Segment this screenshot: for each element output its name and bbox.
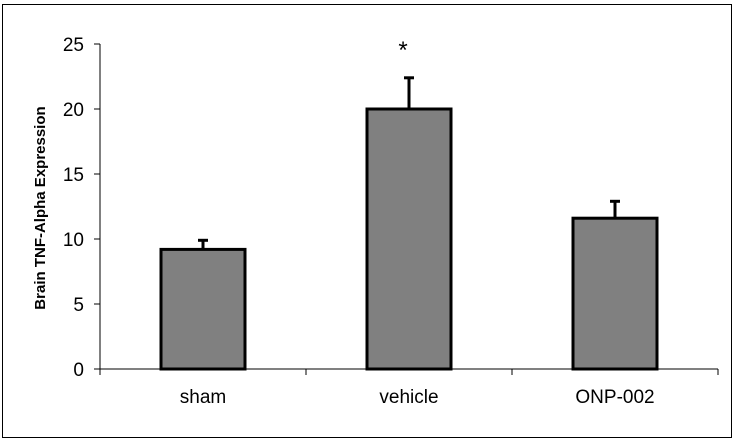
y-tick-label: 0 [73,360,84,381]
labels: sham vehicle ONP-002 * [180,37,655,408]
y-tick-label: 20 [63,100,84,121]
x-category-label: vehicle [379,387,438,408]
y-tick-label: 5 [73,295,84,316]
x-category-label: ONP-002 [575,387,654,408]
y-axis-title: Brain TNF-Alpha Expression [32,106,49,309]
y-tick-label: 15 [63,165,84,186]
bar-onp-002 [571,216,659,371]
significance-marker: * [398,37,407,64]
y-tick-label: 25 [63,35,84,56]
bar-sham [159,247,247,371]
y-tick-label: 10 [63,230,84,251]
x-category-label: sham [180,387,226,408]
bars [159,76,659,371]
bar-vehicle [365,107,453,371]
